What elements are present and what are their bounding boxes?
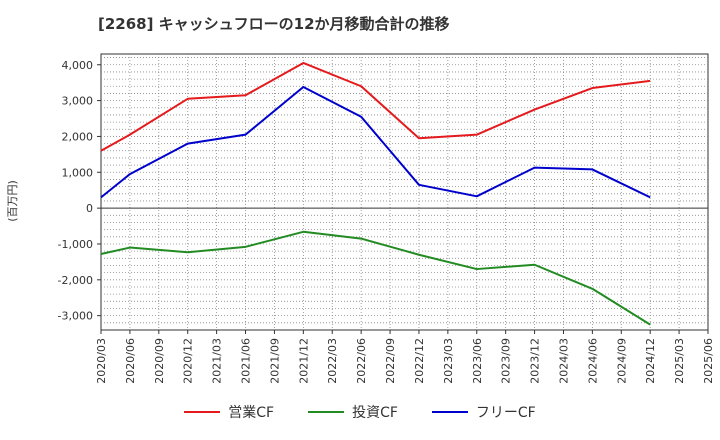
- legend-label: 営業CF: [228, 405, 275, 421]
- y-tick-label: 1,000: [62, 166, 94, 179]
- x-tick-label: 2022/03: [326, 338, 339, 384]
- x-tick-label: 2021/03: [211, 338, 224, 384]
- legend-swatch: [184, 411, 221, 413]
- legend-label: 投資CF: [352, 405, 398, 421]
- plot-area: [100, 53, 709, 331]
- x-tick-label: 2020/06: [124, 338, 137, 384]
- x-tick-label: 2024/09: [615, 338, 628, 384]
- legend-item: 営業CF: [184, 402, 274, 422]
- x-axis: 2020/03 2020/06 2020/09 2020/12 2021/03 2021/…: [95, 330, 715, 384]
- x-tick-label: 2022/12: [413, 338, 426, 384]
- x-tick-label: 2022/09: [384, 338, 397, 384]
- x-tick-label: 2024/03: [557, 338, 570, 384]
- legend-label: フリーCF: [475, 405, 536, 421]
- x-tick-label: 2023/06: [471, 338, 484, 384]
- y-tick-label: 4,000: [62, 59, 94, 72]
- chart-title: [2268] キャッシュフローの12か月移動合計の推移: [98, 15, 450, 33]
- x-tick-label: 2023/12: [529, 338, 542, 384]
- y-axis-label: (百万円): [6, 180, 19, 222]
- legend-swatch: [431, 411, 468, 413]
- series-line-営業CF: [100, 61, 651, 152]
- x-tick-label: 2020/12: [182, 338, 195, 384]
- series-line-投資CF: [100, 230, 651, 326]
- x-tick-label: 2024/12: [644, 338, 657, 384]
- y-tick-label: -1,000: [58, 238, 93, 251]
- y-tick-label: -3,000: [58, 310, 93, 323]
- legend-swatch: [308, 411, 345, 413]
- x-tick-label: 2021/06: [240, 338, 253, 384]
- series-layer: [100, 61, 651, 326]
- y-tick-label: 0: [86, 202, 93, 215]
- legend: 営業CF 投資CF フリーCF: [0, 402, 720, 422]
- x-tick-label: 2022/06: [355, 338, 368, 384]
- x-tick-label: 2025/06: [702, 338, 715, 384]
- y-tick-label: 3,000: [62, 95, 94, 108]
- x-tick-label: 2023/09: [500, 338, 513, 384]
- series-line-フリーCF: [100, 85, 651, 199]
- legend-item: 投資CF: [308, 402, 398, 422]
- legend-item: フリーCF: [431, 402, 536, 422]
- y-axis: 4,000 3,000 2,000 1,000 0 -1,000 -2,000 -3,000: [58, 59, 101, 323]
- y-tick-label: -2,000: [58, 274, 93, 287]
- x-tick-label: 2025/03: [673, 338, 686, 384]
- x-tick-label: 2020/09: [153, 338, 166, 384]
- grid: [101, 54, 708, 330]
- y-tick-label: 2,000: [62, 130, 94, 143]
- x-tick-label: 2021/09: [268, 338, 281, 384]
- x-tick-label: 2021/12: [297, 338, 310, 384]
- x-tick-label: 2020/03: [95, 338, 108, 384]
- x-tick-label: 2024/06: [586, 338, 599, 384]
- x-tick-label: 2023/03: [442, 338, 455, 384]
